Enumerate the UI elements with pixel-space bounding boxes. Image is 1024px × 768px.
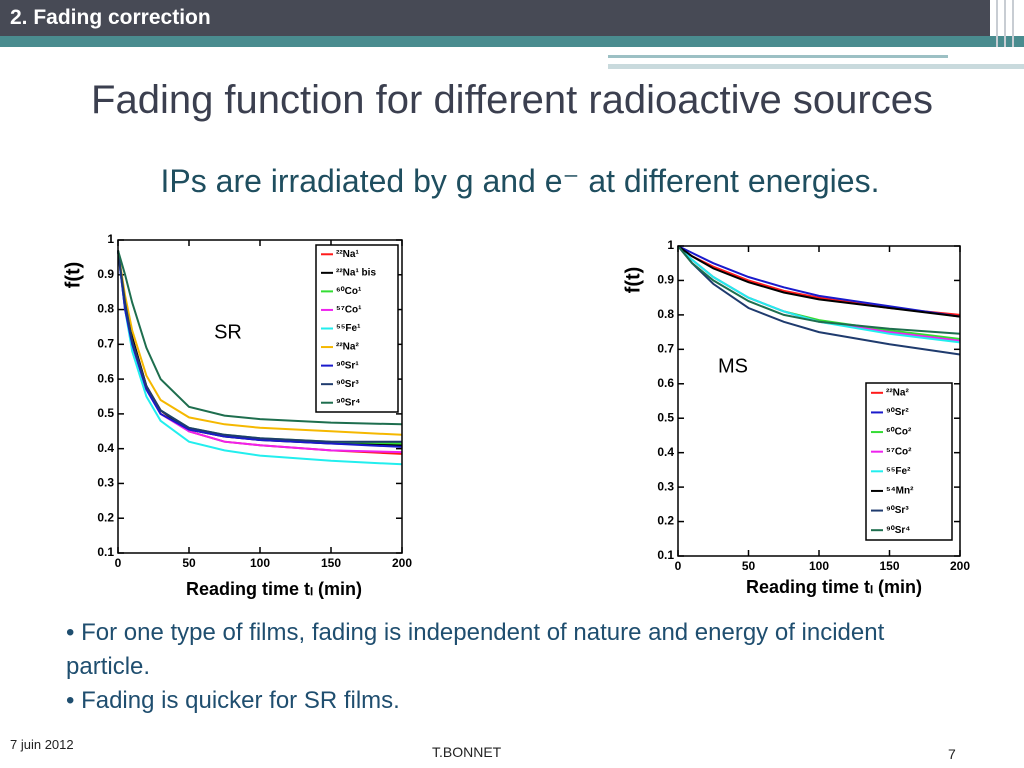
y-tick-label: 0.6 (657, 376, 674, 390)
y-tick-label: 0.7 (97, 337, 114, 351)
y-tick-label: 0.3 (657, 479, 674, 493)
data-line (117, 250, 402, 443)
x-tick-label: 150 (321, 556, 341, 570)
legend-label: ⁵⁴Mn² (886, 486, 914, 497)
bullet-list: For one type of films, fading is indepen… (66, 616, 966, 718)
y-tick-label: 0.9 (97, 267, 114, 281)
y-tick-label: 1 (107, 232, 114, 246)
y-tick-label: 0.8 (657, 307, 674, 321)
header-bar: 2. Fading correction (0, 0, 990, 36)
slide-subtitle: IPs are irradiated by g and e⁻ at differ… (160, 163, 880, 199)
data-line (677, 245, 961, 318)
y-tick-label: 0.5 (97, 406, 114, 420)
x-tick-label: 100 (250, 556, 270, 570)
y-tick-label: 0.4 (97, 441, 114, 455)
decor (1012, 0, 1014, 47)
decor (996, 0, 998, 47)
y-tick-label: 0.1 (97, 545, 114, 559)
decor (1004, 0, 1006, 47)
y-tick-label: 0.7 (657, 342, 674, 356)
legend-label: ²²Na² (336, 342, 359, 353)
y-tick-label: 0.8 (97, 302, 114, 316)
x-tick-label: 0 (675, 559, 682, 573)
x-tick-label: 0 (115, 556, 122, 570)
y-tick-label: 0.9 (657, 273, 674, 287)
annotation: SR (214, 321, 242, 343)
data-line (677, 245, 961, 335)
legend-label: ⁹⁰Sr⁴ (886, 525, 910, 536)
x-tick-label: 200 (950, 559, 970, 573)
bullet: For one type of films, fading is indepen… (66, 616, 966, 684)
legend-label: ⁹⁰Sr⁴ (336, 397, 360, 408)
slide-title: Fading function for different radioactiv… (91, 78, 933, 122)
y-tick-label: 1 (667, 238, 674, 252)
data-line (677, 245, 961, 318)
legend-label: ⁹⁰Sr³ (886, 505, 909, 516)
x-tick-label: 100 (809, 559, 829, 573)
data-line (677, 245, 961, 342)
y-axis-label: f(t) (622, 267, 644, 294)
footer-author: T.BONNET (432, 744, 502, 760)
y-tick-label: 0.1 (657, 548, 674, 562)
legend-label: ²²Na¹ bis (336, 267, 376, 278)
y-tick-label: 0.6 (97, 371, 114, 385)
x-tick-label: 150 (879, 559, 899, 573)
data-line (117, 250, 403, 426)
y-axis-label: f(t) (62, 262, 84, 289)
y-tick-label: 0.2 (657, 514, 674, 528)
legend-label: ²²Na¹ (336, 249, 359, 260)
x-tick-label: 200 (392, 556, 412, 570)
legend-label: ⁵⁷Co² (886, 446, 912, 457)
y-tick-label: 0.4 (657, 445, 674, 459)
y-tick-label: 0.2 (97, 510, 114, 524)
footer-page: 7 (948, 746, 956, 762)
stripe (0, 36, 1024, 47)
legend-label: ⁶⁰Co¹ (336, 286, 362, 297)
bullet: Fading is quicker for SR films. (66, 684, 966, 718)
legend-label: ⁵⁷Co¹ (336, 305, 362, 316)
x-axis-label: Reading time tₗ (min) (746, 577, 922, 597)
x-axis-label: Reading time tₗ (min) (186, 579, 362, 599)
stripe (608, 64, 1024, 69)
legend-label: ⁵⁵Fe² (886, 466, 911, 477)
data-line (117, 250, 403, 436)
plot-frame (117, 239, 403, 554)
legend-label: ⁹⁰Sr³ (336, 379, 359, 390)
footer-date: 7 juin 2012 (10, 737, 74, 752)
legend-box (865, 382, 953, 541)
legend-label: ⁹⁰Sr² (886, 407, 909, 418)
stripe (608, 55, 948, 58)
plot-frame (677, 245, 961, 557)
x-tick-label: 50 (742, 559, 756, 573)
y-tick-label: 0.3 (97, 476, 114, 490)
legend-label: ⁶⁰Co² (886, 427, 912, 438)
section-header: 2. Fading correction (10, 6, 211, 29)
legend-label: ⁵⁵Fe¹ (336, 323, 361, 334)
x-tick-label: 50 (182, 556, 196, 570)
y-tick-label: 0.5 (657, 410, 674, 424)
legend-label: ²²Na² (886, 387, 909, 398)
data-line (677, 245, 961, 344)
legend-label: ⁹⁰Sr¹ (336, 360, 359, 371)
data-line (677, 245, 961, 340)
annotation: MS (718, 355, 748, 377)
